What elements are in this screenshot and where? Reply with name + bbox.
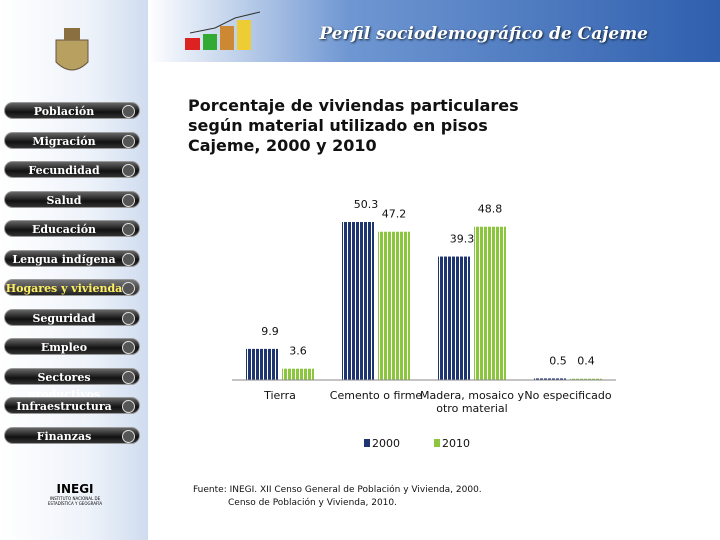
data-label: 47.2 [382, 208, 407, 221]
menu-button[interactable]: Empleo [4, 338, 140, 355]
x-tick-label: No especificado [524, 389, 612, 402]
chart-title: Porcentaje de viviendas particulares seg… [188, 96, 519, 155]
menu-button[interactable]: Fecundidad [4, 161, 140, 178]
source-line: Censo de Población y Vivienda, 2010. [228, 498, 397, 508]
bar [246, 348, 278, 380]
menu-button[interactable]: Infraestructura [4, 397, 140, 414]
bar [342, 222, 374, 380]
menu-button[interactable]: Salud [4, 190, 140, 208]
button-icon [122, 164, 135, 177]
button-icon [122, 252, 135, 266]
data-label: 0.5 [549, 354, 567, 367]
data-label: 0.4 [577, 355, 595, 368]
menu-button[interactable]: Educación [4, 220, 140, 237]
menu-button[interactable]: Hogares y vivienda [4, 279, 140, 296]
legend-label: 2010 [442, 437, 470, 450]
button-icon [122, 341, 135, 354]
button-icon [122, 370, 135, 384]
button-icon [122, 134, 135, 148]
button-icon [122, 193, 135, 207]
bar [438, 256, 470, 380]
bar [474, 226, 506, 380]
source-line: Fuente: INEGI. XII Censo General de Pobl… [193, 485, 482, 495]
bar [570, 378, 602, 380]
x-tick-label: Tierra [264, 389, 296, 402]
button-icon [122, 311, 135, 325]
logo-name: INEGI [56, 482, 94, 496]
source: Fuente: INEGI. XII Censo General de Pobl… [193, 484, 482, 510]
data-label: 3.6 [289, 345, 307, 358]
bar [282, 368, 314, 380]
menu-button[interactable]: Seguridad [4, 308, 140, 326]
menu-button[interactable]: Población [4, 102, 140, 119]
banner-icon [185, 11, 261, 50]
data-label: 50.3 [354, 198, 379, 211]
logo: INEGI INSTITUTO NACIONAL DE ESTADÍSTICA … [40, 482, 110, 506]
button-icon [122, 400, 135, 413]
bar [534, 378, 566, 380]
legend-label: 2000 [372, 437, 400, 450]
button-icon [122, 105, 135, 118]
coat-of-arms [55, 28, 89, 71]
bar [378, 231, 410, 380]
header-title: Perfil sociodemográfico de Cajeme [319, 24, 648, 44]
legend-swatch [364, 439, 370, 447]
legend-swatch [434, 439, 440, 447]
button-icon [122, 223, 135, 236]
button-icon [122, 429, 135, 443]
x-tick-label: Cemento o firme [329, 389, 423, 402]
data-label: 9.9 [261, 325, 279, 338]
data-label: 48.8 [478, 203, 503, 216]
data-label: 39.3 [450, 233, 475, 246]
menu-button[interactable]: Finanzas [4, 426, 140, 444]
button-icon [122, 282, 135, 295]
sidebar [0, 0, 148, 540]
x-tick-label: Madera, mosaico y otro material [420, 389, 524, 415]
menu-button[interactable]: Lengua indígena [4, 249, 140, 267]
menu-button[interactable]: Migración [4, 131, 140, 149]
logo-subtitle: INSTITUTO NACIONAL DE ESTADÍSTICA Y GEOG… [47, 496, 103, 506]
